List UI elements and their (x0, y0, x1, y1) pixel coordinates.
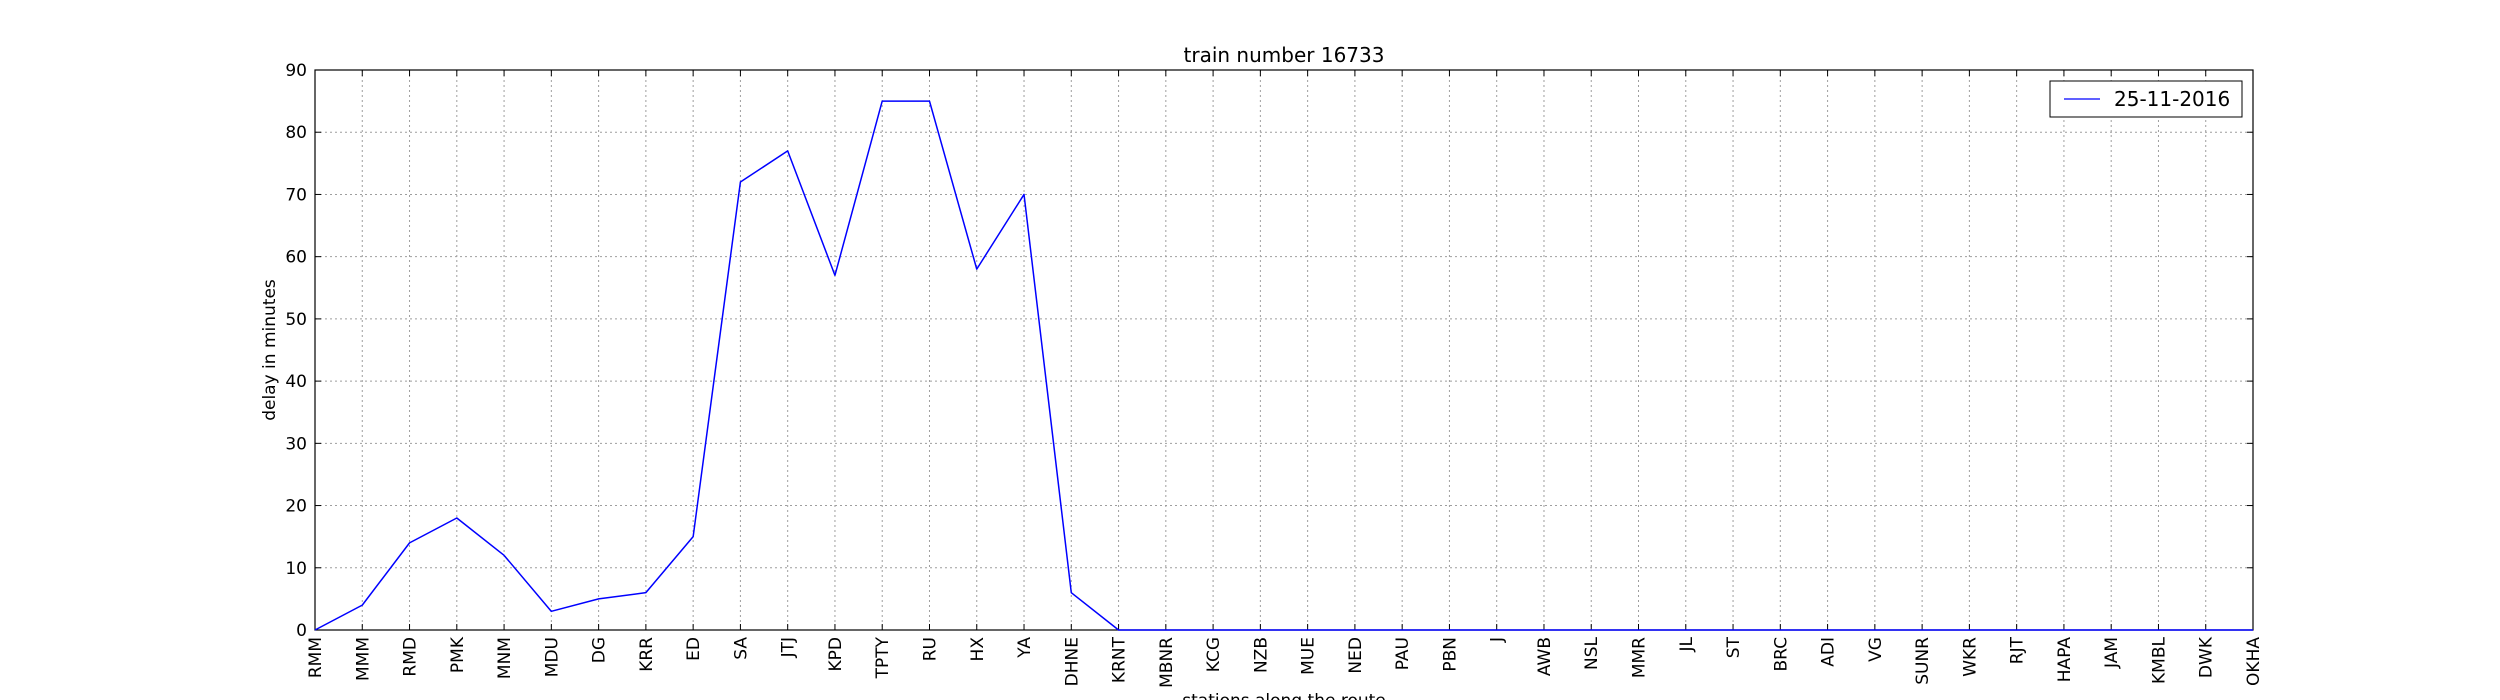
y-tick-label: 80 (285, 123, 307, 143)
x-tick-label: AWB (1535, 637, 1555, 676)
x-tick-label: DHNE (1062, 637, 1082, 686)
x-tick-label: OKHA (2244, 637, 2264, 686)
x-tick-label: ED (684, 637, 704, 661)
x-tick-label: JAM (2102, 637, 2122, 669)
y-tick-label: 40 (285, 372, 307, 392)
x-tick-label: MBNR (1157, 637, 1177, 688)
x-tick-label: WKR (1960, 637, 1980, 677)
x-tick-label: TPTY (873, 636, 893, 679)
x-tick-label: MUE (1299, 637, 1319, 675)
x-tick-label: RMM (306, 637, 326, 678)
x-tick-label: HAPA (2055, 637, 2075, 683)
x-axis-ticks: RMM MMM RMD PMK MNM MDU DG KRR ED SA JTJ KPD TPTY RU H… (306, 70, 2264, 688)
x-tick-label: KRNT (1110, 636, 1130, 683)
x-tick-label: NZB (1251, 637, 1271, 673)
y-axis-ticks: 0 10 20 30 40 50 60 70 80 90 (285, 61, 2253, 641)
x-tick-label: PMK (448, 636, 468, 673)
x-tick-label: MMM (353, 637, 373, 681)
x-tick-label: JL (1677, 636, 1697, 652)
y-tick-label: 90 (285, 61, 307, 81)
x-tick-label: MNM (495, 637, 515, 679)
y-tick-label: 20 (285, 497, 307, 517)
x-tick-label: VG (1866, 637, 1886, 662)
grid (315, 70, 2253, 630)
x-tick-label: MMR (1630, 637, 1650, 678)
x-axis-label: stations along the route (1182, 691, 1386, 700)
y-tick-label: 0 (296, 621, 307, 641)
chart-title: train number 16733 (1184, 43, 1385, 67)
x-tick-label: JTJ (779, 637, 799, 658)
x-tick-label: KPD (826, 637, 846, 672)
plot-area-frame (314, 69, 2254, 631)
series-layer (314, 100, 2253, 631)
y-tick-label: 50 (285, 310, 307, 330)
x-tick-label: RJT (2008, 636, 2028, 664)
x-tick-label: PAU (1393, 637, 1413, 670)
x-tick-label: RU (920, 637, 940, 661)
y-tick-label: 70 (285, 185, 307, 205)
x-tick-label: DWK (2197, 636, 2217, 678)
y-tick-label: 60 (285, 248, 307, 268)
x-tick-label: RMD (401, 637, 421, 677)
x-tick-label: BRC (1771, 637, 1791, 672)
x-tick-label: SUNR (1913, 637, 1933, 685)
x-tick-label: PBN (1440, 637, 1460, 672)
x-tick-label: MDU (542, 637, 562, 677)
y-axis-label: delay in minutes (260, 279, 280, 421)
x-tick-label: YA (1015, 637, 1035, 659)
x-tick-label: HX (968, 637, 988, 662)
x-tick-label: ST (1724, 636, 1744, 658)
x-tick-label: J (1488, 637, 1508, 643)
x-tick-label: DG (590, 637, 610, 663)
x-tick-label: ADI (1819, 637, 1839, 667)
x-tick-label: NSL (1582, 636, 1602, 670)
x-tick-label: SA (731, 637, 751, 660)
y-tick-label: 10 (285, 559, 307, 579)
legend-label: 25-11-2016 (2114, 87, 2230, 111)
y-tick-label: 30 (285, 434, 307, 454)
x-tick-label: KCG (1204, 637, 1224, 672)
x-tick-label: KRR (637, 637, 657, 672)
legend: 25-11-2016 (2049, 80, 2243, 118)
x-tick-label: KMBL (2149, 636, 2169, 683)
x-tick-label: NED (1346, 637, 1366, 674)
series-line (314, 100, 2253, 631)
